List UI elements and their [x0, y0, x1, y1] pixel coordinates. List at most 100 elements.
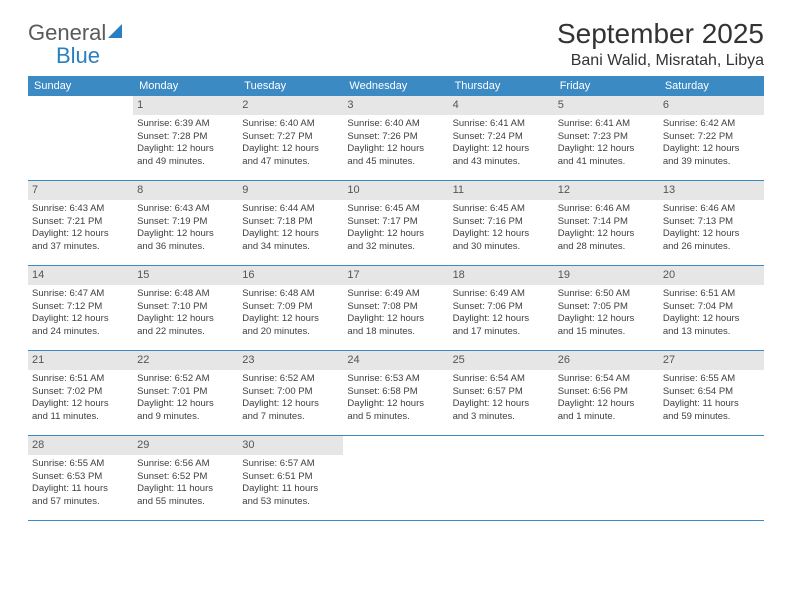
calendar: SundayMondayTuesdayWednesdayThursdayFrid…	[28, 76, 764, 521]
day-cell	[554, 436, 659, 520]
day-number: 20	[659, 266, 764, 285]
day-number: 21	[28, 351, 133, 370]
daylight-text: and 34 minutes.	[242, 241, 339, 254]
sunset-text: Sunset: 6:57 PM	[453, 386, 550, 399]
day-cell: 3Sunrise: 6:40 AMSunset: 7:26 PMDaylight…	[343, 96, 448, 180]
sunset-text: Sunset: 7:17 PM	[347, 216, 444, 229]
sunrise-text: Sunrise: 6:56 AM	[137, 458, 234, 471]
sunrise-text: Sunrise: 6:48 AM	[242, 288, 339, 301]
daylight-text: and 3 minutes.	[453, 411, 550, 424]
header: General Blue September 2025 Bani Walid, …	[28, 18, 764, 70]
day-cell: 19Sunrise: 6:50 AMSunset: 7:05 PMDayligh…	[554, 266, 659, 350]
day-number: 7	[28, 181, 133, 200]
sunset-text: Sunset: 7:19 PM	[137, 216, 234, 229]
daylight-text: Daylight: 12 hours	[137, 313, 234, 326]
sunrise-text: Sunrise: 6:55 AM	[663, 373, 760, 386]
daylight-text: and 37 minutes.	[32, 241, 129, 254]
day-number: 1	[133, 96, 238, 115]
daylight-text: Daylight: 12 hours	[242, 398, 339, 411]
sunset-text: Sunset: 7:22 PM	[663, 131, 760, 144]
sunrise-text: Sunrise: 6:40 AM	[242, 118, 339, 131]
day-cell: 25Sunrise: 6:54 AMSunset: 6:57 PMDayligh…	[449, 351, 554, 435]
daylight-text: Daylight: 12 hours	[347, 228, 444, 241]
day-number: 2	[238, 96, 343, 115]
weekday-row: SundayMondayTuesdayWednesdayThursdayFrid…	[28, 76, 764, 96]
sunset-text: Sunset: 7:18 PM	[242, 216, 339, 229]
daylight-text: Daylight: 12 hours	[453, 398, 550, 411]
sunset-text: Sunset: 7:16 PM	[453, 216, 550, 229]
day-number: 6	[659, 96, 764, 115]
sunset-text: Sunset: 7:02 PM	[32, 386, 129, 399]
weekday-sunday: Sunday	[28, 76, 133, 96]
weekday-monday: Monday	[133, 76, 238, 96]
sunrise-text: Sunrise: 6:57 AM	[242, 458, 339, 471]
sunset-text: Sunset: 7:24 PM	[453, 131, 550, 144]
day-cell	[449, 436, 554, 520]
month-title: September 2025	[557, 18, 764, 50]
day-cell: 23Sunrise: 6:52 AMSunset: 7:00 PMDayligh…	[238, 351, 343, 435]
day-number: 4	[449, 96, 554, 115]
day-cell: 12Sunrise: 6:46 AMSunset: 7:14 PMDayligh…	[554, 181, 659, 265]
day-number: 14	[28, 266, 133, 285]
daylight-text: and 11 minutes.	[32, 411, 129, 424]
sunset-text: Sunset: 6:54 PM	[663, 386, 760, 399]
daylight-text: Daylight: 11 hours	[137, 483, 234, 496]
sunrise-text: Sunrise: 6:49 AM	[453, 288, 550, 301]
sunset-text: Sunset: 7:26 PM	[347, 131, 444, 144]
day-cell: 1Sunrise: 6:39 AMSunset: 7:28 PMDaylight…	[133, 96, 238, 180]
sunrise-text: Sunrise: 6:40 AM	[347, 118, 444, 131]
daylight-text: and 22 minutes.	[137, 326, 234, 339]
daylight-text: Daylight: 12 hours	[32, 228, 129, 241]
daylight-text: and 20 minutes.	[242, 326, 339, 339]
day-number: 28	[28, 436, 133, 455]
day-number: 19	[554, 266, 659, 285]
sunrise-text: Sunrise: 6:42 AM	[663, 118, 760, 131]
day-number: 18	[449, 266, 554, 285]
daylight-text: Daylight: 12 hours	[242, 313, 339, 326]
sunrise-text: Sunrise: 6:51 AM	[32, 373, 129, 386]
day-cell: 8Sunrise: 6:43 AMSunset: 7:19 PMDaylight…	[133, 181, 238, 265]
daylight-text: Daylight: 11 hours	[242, 483, 339, 496]
day-cell: 22Sunrise: 6:52 AMSunset: 7:01 PMDayligh…	[133, 351, 238, 435]
sunset-text: Sunset: 7:04 PM	[663, 301, 760, 314]
day-cell	[659, 436, 764, 520]
daylight-text: and 1 minute.	[558, 411, 655, 424]
sunset-text: Sunset: 7:05 PM	[558, 301, 655, 314]
daylight-text: and 5 minutes.	[347, 411, 444, 424]
daylight-text: and 26 minutes.	[663, 241, 760, 254]
sunset-text: Sunset: 7:27 PM	[242, 131, 339, 144]
day-cell: 5Sunrise: 6:41 AMSunset: 7:23 PMDaylight…	[554, 96, 659, 180]
week-row: 7Sunrise: 6:43 AMSunset: 7:21 PMDaylight…	[28, 181, 764, 266]
daylight-text: and 32 minutes.	[347, 241, 444, 254]
day-cell: 21Sunrise: 6:51 AMSunset: 7:02 PMDayligh…	[28, 351, 133, 435]
daylight-text: Daylight: 12 hours	[558, 228, 655, 241]
daylight-text: and 24 minutes.	[32, 326, 129, 339]
day-cell: 15Sunrise: 6:48 AMSunset: 7:10 PMDayligh…	[133, 266, 238, 350]
day-cell: 18Sunrise: 6:49 AMSunset: 7:06 PMDayligh…	[449, 266, 554, 350]
daylight-text: and 47 minutes.	[242, 156, 339, 169]
daylight-text: and 55 minutes.	[137, 496, 234, 509]
day-number: 9	[238, 181, 343, 200]
day-number: 5	[554, 96, 659, 115]
day-number: 23	[238, 351, 343, 370]
daylight-text: Daylight: 12 hours	[242, 143, 339, 156]
sunrise-text: Sunrise: 6:52 AM	[242, 373, 339, 386]
day-cell: 20Sunrise: 6:51 AMSunset: 7:04 PMDayligh…	[659, 266, 764, 350]
day-cell: 4Sunrise: 6:41 AMSunset: 7:24 PMDaylight…	[449, 96, 554, 180]
day-cell: 14Sunrise: 6:47 AMSunset: 7:12 PMDayligh…	[28, 266, 133, 350]
sunset-text: Sunset: 7:21 PM	[32, 216, 129, 229]
day-cell: 26Sunrise: 6:54 AMSunset: 6:56 PMDayligh…	[554, 351, 659, 435]
daylight-text: and 36 minutes.	[137, 241, 234, 254]
week-row: 14Sunrise: 6:47 AMSunset: 7:12 PMDayligh…	[28, 266, 764, 351]
daylight-text: and 41 minutes.	[558, 156, 655, 169]
daylight-text: and 57 minutes.	[32, 496, 129, 509]
week-row: 28Sunrise: 6:55 AMSunset: 6:53 PMDayligh…	[28, 436, 764, 521]
day-cell: 2 Sunrise: 6:40 AMSunset: 7:27 PMDaylight…	[238, 96, 343, 180]
logo-general: General	[28, 20, 106, 45]
sunrise-text: Sunrise: 6:49 AM	[347, 288, 444, 301]
day-number: 30	[238, 436, 343, 455]
daylight-text: Daylight: 12 hours	[347, 313, 444, 326]
sunrise-text: Sunrise: 6:48 AM	[137, 288, 234, 301]
sunrise-text: Sunrise: 6:54 AM	[558, 373, 655, 386]
daylight-text: and 15 minutes.	[558, 326, 655, 339]
